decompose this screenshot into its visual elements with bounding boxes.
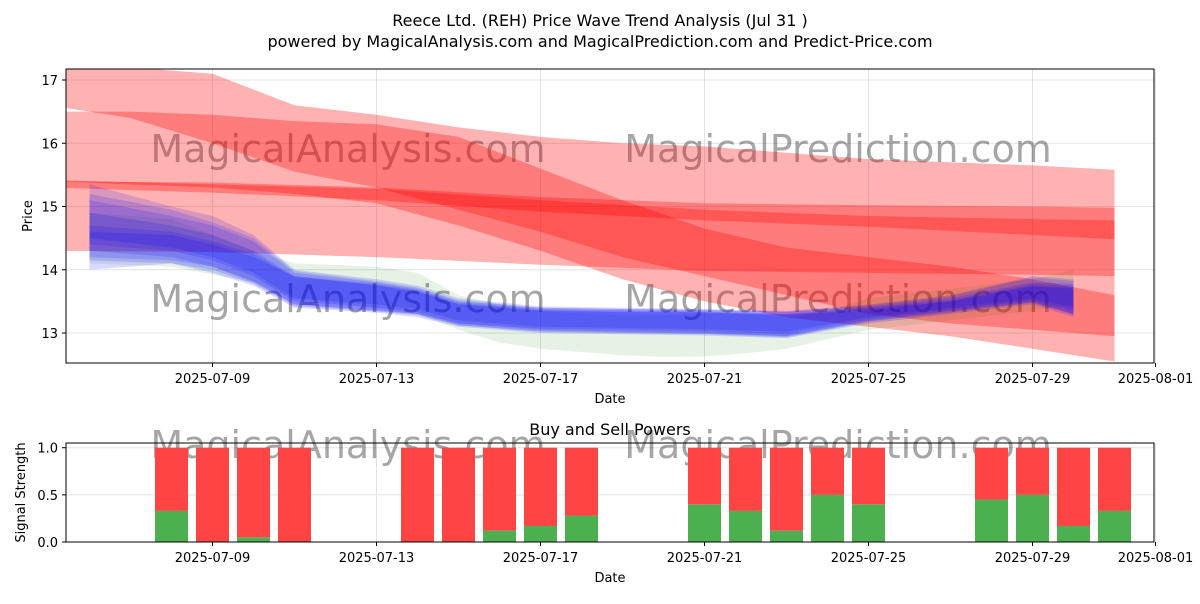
sell-bar: [483, 447, 516, 531]
price-chart: 2025-07-09 2025-07-13 2025-07-17 2025-07-21…: [21, 68, 1194, 407]
price-tick-label-x: 2025-07-21: [667, 372, 743, 387]
sell-bar: [278, 447, 311, 542]
price-bands: [66, 69, 1115, 362]
sell-bar: [852, 447, 885, 505]
sell-bar: [155, 447, 188, 511]
buy-bar: [770, 530, 803, 542]
signal-chart-title: Buy and Sell Powers: [529, 420, 691, 439]
buy-bar: [1016, 494, 1049, 542]
price-band-blue: [89, 231, 1074, 339]
buy-bar: [975, 499, 1008, 542]
buy-bar: [483, 530, 516, 542]
buy-bar: [688, 504, 721, 542]
price-band-blue: [89, 212, 1074, 335]
buy-bar: [1057, 525, 1090, 542]
signal-tick-label-x: 2025-07-21: [667, 551, 743, 566]
price-band-red: [66, 69, 1115, 337]
signal-tick-label-y: 0.0: [37, 536, 58, 551]
sell-bar: [688, 447, 721, 505]
price-plot-area: [66, 69, 1154, 363]
signal-tick-label-x: 2025-07-29: [995, 551, 1071, 566]
sell-bar: [729, 447, 762, 511]
sell-bar: [811, 447, 844, 495]
price-tick-label-y: 16: [41, 137, 58, 152]
price-axes-frame: [65, 68, 1155, 364]
price-band-blue: [89, 225, 1074, 337]
buy-bar: [852, 504, 885, 542]
signal-tick-label-x: 2025-08-01: [1118, 551, 1194, 566]
price-tick-label-y: 14: [41, 264, 58, 279]
signal-tick-label-y: 1.0: [37, 442, 58, 457]
watermark-text: MagicalPrediction.com: [624, 277, 1052, 321]
signal-tick-label-x: 2025-07-13: [339, 551, 415, 566]
price-tick-label-y: 13: [41, 327, 58, 342]
signal-tick-label-x: 2025-07-09: [175, 551, 251, 566]
watermark-text: MagicalAnalysis.com: [150, 277, 545, 321]
price-band-red: [66, 111, 1115, 362]
sell-bar: [770, 447, 803, 531]
price-tick-label-x: 2025-07-29: [995, 372, 1071, 387]
signal-tick-label-y: 0.5: [37, 489, 58, 504]
price-x-axis-label: Date: [594, 392, 625, 407]
signal-x-axis-label: Date: [594, 571, 625, 586]
sell-bar: [1057, 447, 1090, 526]
sell-bar: [1016, 447, 1049, 495]
signal-y-axis-label: Signal Strength: [14, 442, 29, 542]
signal-chart: 2025-07-09 2025-07-13 2025-07-17 2025-07-21…: [14, 420, 1193, 586]
price-band-red: [66, 181, 1115, 277]
price-band-green: [89, 212, 1074, 357]
sell-bar: [442, 447, 475, 542]
buy-bar: [811, 494, 844, 542]
sell-bar: [237, 447, 270, 538]
signal-axes-frame: [65, 442, 1155, 543]
watermark-text: MagicalAnalysis.com: [150, 127, 545, 171]
sell-bar: [565, 447, 598, 516]
sell-bar: [196, 447, 229, 542]
buy-bar: [565, 515, 598, 542]
sell-bar: [1098, 447, 1131, 511]
buy-bar: [729, 510, 762, 542]
price-tick-label-y: 15: [41, 201, 58, 216]
watermark-text: MagicalPrediction.com: [624, 127, 1052, 171]
price-y-axis-label: Price: [21, 200, 36, 232]
price-tick-label-x: 2025-07-13: [339, 372, 415, 387]
price-tick-label-x: 2025-08-01: [1118, 372, 1194, 387]
price-tick-label-x: 2025-07-09: [175, 372, 251, 387]
price-band-blue: [89, 184, 1074, 337]
buy-bar: [155, 510, 188, 542]
price-band-blue: [89, 193, 1074, 338]
chart-title: Reece Ltd. (REH) Price Wave Trend Analys…: [392, 11, 807, 30]
sell-bar: [524, 447, 557, 526]
price-tick-label-x: 2025-07-17: [503, 372, 579, 387]
signal-tick-label-x: 2025-07-17: [503, 551, 579, 566]
signal-tick-label-x: 2025-07-25: [831, 551, 907, 566]
chart-subtitle: powered by MagicalAnalysis.com and Magic…: [267, 32, 932, 51]
price-tick-label-x: 2025-07-25: [831, 372, 907, 387]
price-band-red: [66, 180, 1115, 240]
sell-bar: [401, 447, 434, 542]
buy-bar: [524, 525, 557, 542]
sell-bar: [975, 447, 1008, 500]
buy-bar: [237, 537, 270, 542]
buy-bar: [1098, 510, 1131, 542]
price-tick-label-y: 17: [41, 74, 58, 89]
price-band-blue: [89, 200, 1074, 332]
